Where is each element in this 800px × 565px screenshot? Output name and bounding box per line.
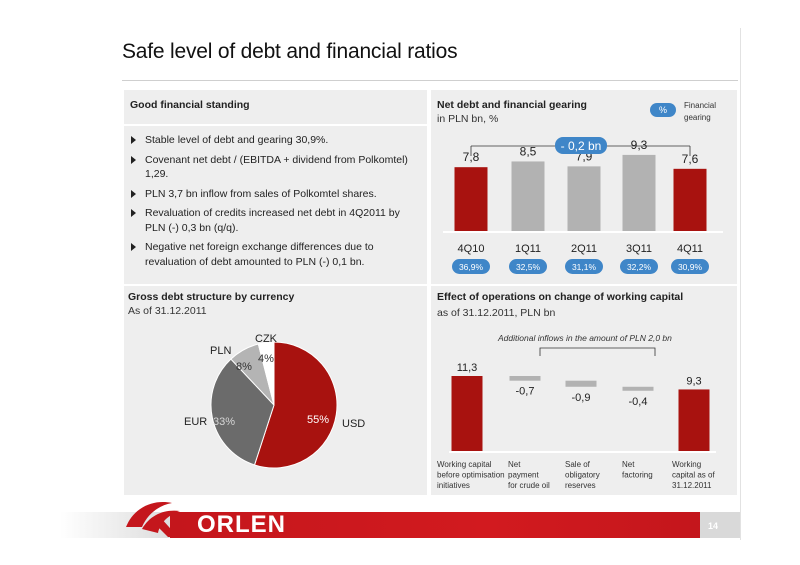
orlen-logo-text: ORLEN (197, 511, 286, 538)
working-capital-subheading: as of 31.12.2011, PLN bn (437, 307, 556, 319)
pie-percent-label: 8% (236, 361, 252, 373)
bullet-item: Covenant net debt / (EBITDA + dividend f… (130, 153, 420, 182)
waterfall-category-label: obligatory (565, 471, 600, 480)
waterfall-category-label: payment (508, 471, 539, 480)
net-debt-category-label: 1Q11 (515, 243, 541, 255)
heading-separator (124, 124, 427, 126)
waterfall-value-label: -0,4 (629, 396, 648, 408)
waterfall-category-label: reserves (565, 481, 596, 490)
pie-currency-label: USD (342, 418, 365, 430)
good-standing-panel (124, 90, 427, 286)
net-debt-chart: 7,84Q1036,9%8,51Q1132,5%7,92Q1131,1%9,33… (443, 137, 723, 274)
orlen-eagle-logo-icon (126, 502, 180, 537)
waterfall-category-label: factoring (622, 471, 653, 480)
gearing-label: 36,9% (459, 262, 484, 272)
waterfall-category-label: 31.12.2011 (672, 481, 712, 490)
waterfall-category-label: capital as of (672, 471, 715, 480)
net-debt-bar (567, 166, 601, 231)
gross-debt-subheading: As of 31.12.2011 (128, 305, 207, 317)
pie-percent-label: 55% (307, 414, 329, 426)
waterfall-bar (678, 389, 710, 452)
pie-percent-label: 33% (213, 416, 235, 428)
gearing-legend-label: Financial gearing (684, 101, 717, 122)
footer-red-band (170, 512, 700, 538)
waterfall-value-label: 11,3 (457, 362, 478, 374)
net-debt-category-label: 4Q11 (677, 243, 703, 255)
gearing-badge (671, 259, 709, 274)
waterfall-category-label: before optimisation (437, 471, 505, 480)
waterfall-category-label: Working capital (437, 460, 492, 469)
change-badge (555, 137, 607, 154)
net-debt-subheading: in PLN bn, % (437, 113, 499, 125)
gearing-badge (620, 259, 658, 274)
good-standing-heading: Good financial standing (130, 99, 250, 111)
net-debt-value-label: 7,8 (463, 150, 480, 164)
gearing-legend-badge: % (650, 103, 676, 117)
net-debt-category-label: 4Q10 (458, 243, 485, 255)
bullet-list: Stable level of debt and gearing 30,9%. … (130, 133, 420, 274)
net-debt-bar (622, 154, 656, 231)
pie-slice (210, 358, 275, 466)
gearing-label: 32,2% (627, 262, 652, 272)
waterfall-value-label: 9,3 (686, 375, 701, 387)
working-capital-heading: Effect of operations on change of workin… (437, 291, 684, 303)
waterfall-bar (622, 386, 654, 391)
waterfall-value-label: -0,9 (572, 392, 591, 404)
waterfall-category-label: Net (622, 460, 635, 469)
title-divider (122, 80, 738, 81)
waterfall-category-label: Net (508, 460, 521, 469)
bullet-item: Negative net foreign exchange difference… (130, 240, 420, 269)
page-number: 14 (708, 521, 719, 531)
net-debt-bar (454, 167, 488, 231)
gross-debt-heading: Gross debt structure by currency (128, 291, 295, 303)
pie-slice (257, 341, 275, 406)
page-title: Safe level of debt and financial ratios (122, 40, 458, 63)
right-border-line (740, 28, 741, 540)
bullet-item: Revaluation of credits increased net deb… (130, 206, 420, 235)
waterfall-value-label: -0,7 (516, 386, 535, 398)
waterfall-bar (565, 380, 597, 387)
pie-currency-label: EUR (184, 416, 207, 428)
bullet-item: Stable level of debt and gearing 30,9%. (130, 133, 420, 148)
gross-debt-pie-chart: 55% USD 33% EUR 8% PLN 4% CZK (184, 333, 365, 469)
waterfall-bar (451, 376, 483, 452)
gearing-label: 30,9% (678, 262, 703, 272)
pie-currency-label: CZK (255, 333, 278, 345)
net-debt-value-label: 9,3 (631, 138, 648, 152)
waterfall-category-label: for crude oil (508, 481, 550, 490)
net-debt-value-label: 7,6 (682, 152, 699, 166)
net-debt-value-label: 8,5 (520, 144, 537, 158)
net-debt-bar (673, 168, 707, 231)
bullet-item: PLN 3,7 bn inflow from sales of Polkomte… (130, 187, 420, 202)
gearing-badge (565, 259, 603, 274)
gearing-badge (509, 259, 547, 274)
change-label: - 0,2 bn (561, 139, 602, 153)
waterfall-category-label: Working (672, 460, 701, 469)
waterfall-category-label: initiatives (437, 481, 470, 490)
inflows-bracket (539, 347, 656, 356)
gearing-label: 31,1% (572, 262, 597, 272)
net-debt-bar (511, 161, 545, 231)
waterfall-bar (509, 376, 541, 381)
pie-slice (253, 341, 338, 469)
chart-baseline (443, 231, 723, 233)
gearing-badge (452, 259, 490, 274)
additional-inflows-note: Additional inflows in the amount of PLN … (498, 333, 672, 343)
net-debt-category-label: 3Q11 (626, 243, 652, 255)
working-capital-waterfall-chart: 11,3 -0,7 -0,9 -0,4 9,3 Working capital before… (437, 347, 716, 490)
waterfall-category-label: Sale of (565, 460, 591, 469)
gearing-label: 32,5% (516, 262, 541, 272)
row-separator (124, 284, 737, 286)
pie-percent-label: 4% (258, 353, 274, 365)
net-debt-heading: Net debt and financial gearing (437, 99, 587, 111)
pie-currency-label: PLN (210, 345, 231, 357)
net-debt-category-label: 2Q11 (571, 243, 597, 255)
